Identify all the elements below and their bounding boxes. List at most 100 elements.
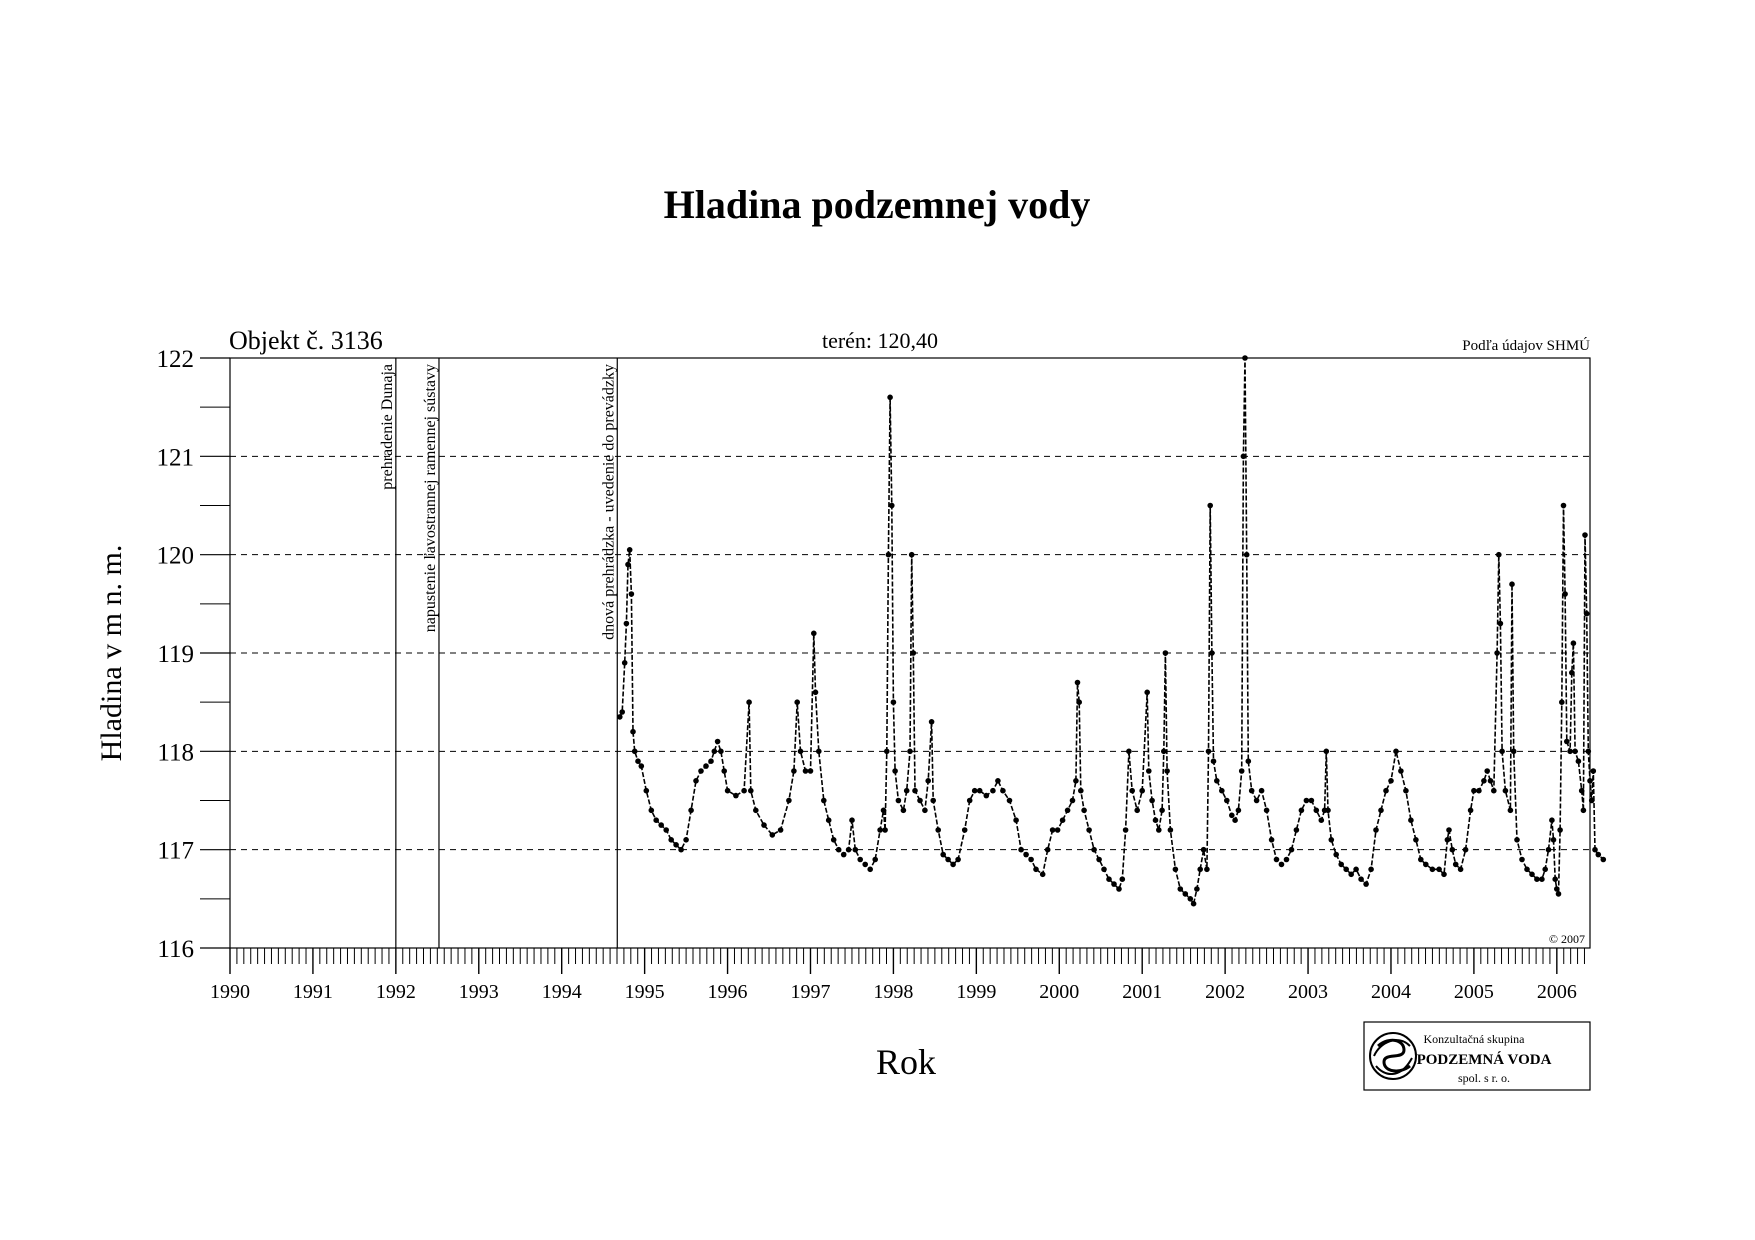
data-point <box>643 787 650 794</box>
data-point <box>1064 807 1071 814</box>
data-point <box>1182 891 1189 897</box>
data-point <box>845 846 852 853</box>
data-point <box>777 827 784 833</box>
data-point <box>1499 748 1505 755</box>
y-tick-label: 120 <box>157 543 195 570</box>
data-point <box>635 758 641 764</box>
x-tick-label: 1995 <box>625 981 665 1003</box>
data-point <box>1073 778 1079 784</box>
data-point <box>895 797 902 804</box>
object-label: Objekt č. 3136 <box>229 326 383 355</box>
logo-line1: Konzultačná skupina <box>1424 1032 1526 1046</box>
chart-title: Hladina podzemnej vody <box>664 182 1091 227</box>
data-point <box>1368 866 1374 873</box>
y-tick-label: 122 <box>157 346 195 373</box>
data-point <box>1129 787 1135 794</box>
data-point <box>1303 797 1310 804</box>
data-point <box>711 748 718 755</box>
data-point <box>1028 856 1034 863</box>
data-point <box>889 502 895 509</box>
data-point <box>1243 551 1250 558</box>
data-point <box>794 699 800 705</box>
data-point <box>688 807 694 814</box>
data-point <box>1582 532 1588 538</box>
x-tick-label: 1994 <box>542 981 582 1003</box>
data-point <box>1119 876 1126 882</box>
data-point <box>1049 827 1056 833</box>
data-point <box>1139 787 1145 794</box>
data-point <box>1263 807 1270 814</box>
data-point <box>724 787 731 794</box>
x-tick-label: 2001 <box>1122 981 1162 1003</box>
data-point <box>1162 650 1169 656</box>
x-tick-label: 2000 <box>1039 981 1079 1003</box>
data-point <box>648 807 655 814</box>
data-point <box>1462 846 1469 853</box>
data-point <box>1554 886 1560 892</box>
data-point <box>884 748 890 755</box>
data-point <box>1457 866 1464 873</box>
data-point <box>1293 827 1300 833</box>
data-point <box>1413 837 1419 843</box>
data-point <box>619 709 625 715</box>
data-point <box>1219 787 1225 794</box>
data-point <box>1096 856 1102 863</box>
data-point <box>1078 787 1084 794</box>
data-point <box>1253 797 1260 804</box>
data-point <box>1268 837 1275 843</box>
x-tick-label: 1997 <box>790 981 830 1003</box>
data-point <box>708 758 714 764</box>
data-point <box>1081 807 1087 814</box>
x-tick-label: 2002 <box>1205 981 1245 1003</box>
data-point <box>626 547 633 553</box>
source-label: Podľa údajov SHMÚ <box>1462 337 1590 354</box>
logo-line2: PODZEMNÁ VODA <box>1417 1051 1552 1068</box>
y-axis-label: Hladina v m n. m. <box>95 545 128 762</box>
x-tick-label: 2003 <box>1288 981 1328 1003</box>
data-point <box>1444 837 1451 843</box>
data-point <box>825 817 832 823</box>
data-point <box>1388 778 1394 784</box>
data-point <box>983 792 990 799</box>
data-point <box>1393 748 1399 755</box>
data-point <box>1496 551 1502 558</box>
data-point <box>1452 861 1459 868</box>
data-point <box>769 832 776 838</box>
data-point <box>821 797 827 804</box>
data-point <box>922 807 928 814</box>
data-point <box>668 837 674 843</box>
data-point <box>1398 768 1404 774</box>
logo-icon <box>1369 1032 1417 1080</box>
data-point <box>1560 502 1567 509</box>
data-point <box>1403 787 1409 794</box>
data-point <box>1539 876 1545 882</box>
data-point <box>1209 650 1215 656</box>
data-point <box>1245 758 1252 764</box>
data-point <box>1509 581 1515 587</box>
data-point <box>653 817 659 823</box>
data-point <box>925 778 931 784</box>
data-point <box>1529 871 1535 878</box>
event-label: napustenie ľavostrannej ramennej sústavy <box>422 364 439 632</box>
data-point <box>1555 891 1562 897</box>
data-point <box>1449 846 1456 853</box>
data-point <box>1200 846 1207 853</box>
x-axis-label: Rok <box>876 1042 936 1082</box>
data-point <box>1481 778 1487 784</box>
data-point <box>1476 787 1482 794</box>
data-point <box>1333 851 1339 858</box>
data-point <box>1207 502 1213 509</box>
data-point <box>631 748 638 755</box>
x-tick-label: 2004 <box>1371 981 1411 1003</box>
data-point <box>912 787 918 794</box>
y-tick-label: 121 <box>157 444 195 471</box>
data-point <box>1562 591 1568 597</box>
event-label: prehradenie Dunaja <box>379 364 396 490</box>
data-point <box>890 699 897 705</box>
terrain-label: terén: 120,40 <box>822 328 938 353</box>
data-point <box>1446 827 1452 833</box>
data-point <box>1557 827 1563 833</box>
x-tick-label: 1990 <box>210 981 250 1003</box>
data-point <box>903 787 910 794</box>
